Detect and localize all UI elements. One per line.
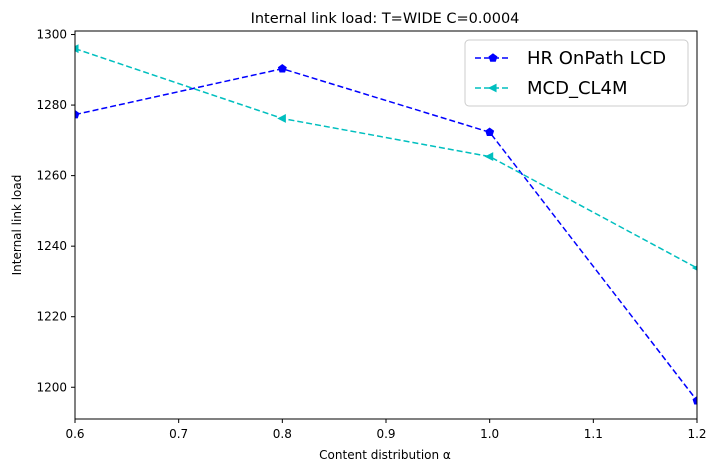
series-1-point-2 [277,64,287,73]
series-line-1 [75,67,697,402]
legend-label-2: MCD_CL4M [527,78,628,99]
x-axis-label: Content distribution α [319,448,451,462]
legend-box [464,39,689,107]
series-1-point-1 [75,109,80,119]
series-2-point-4 [691,265,697,271]
x-tick-label: 1.0 [480,427,499,441]
series-2-point-2 [277,114,286,123]
x-tick-label: 0.9 [376,427,395,441]
y-tick-label: 1280 [36,98,67,112]
y-axis-label: Internal link load [10,175,24,276]
x-tick-label: 0.8 [273,427,292,441]
y-tick-label: 1220 [36,310,67,324]
y-tick-label: 1200 [36,380,67,394]
series-2-point-1 [75,44,79,54]
y-tick-label: 1300 [36,28,67,42]
series-2-point-3 [484,152,494,162]
legend-label-1: HR OnPath LCD [527,48,666,69]
series-line-2 [75,47,697,269]
y-tick-label: 1240 [36,239,67,253]
legend: HR OnPath LCD MCD_CL4M [464,39,689,107]
series-1-point-3 [485,127,495,137]
data-layer [75,44,697,405]
legend-marker-2 [487,83,497,93]
x-tick-label: 1.1 [584,427,603,441]
series-1-point-4 [692,395,697,405]
chart-title: Internal link load: T=WIDE C=0.0004 [251,11,520,27]
x-tick-label: 0.6 [65,427,84,441]
y-tick-label: 1260 [36,169,67,183]
plot-frame [74,30,698,420]
x-tick-label: 1.2 [687,427,706,441]
plot-area: 1200 1220 1240 1260 1280 1300 0.6 0.7 0.8 0.9 1.0 1… [36,28,706,441]
legend-marker-1 [488,53,498,62]
x-tick-label: 0.7 [169,427,188,441]
